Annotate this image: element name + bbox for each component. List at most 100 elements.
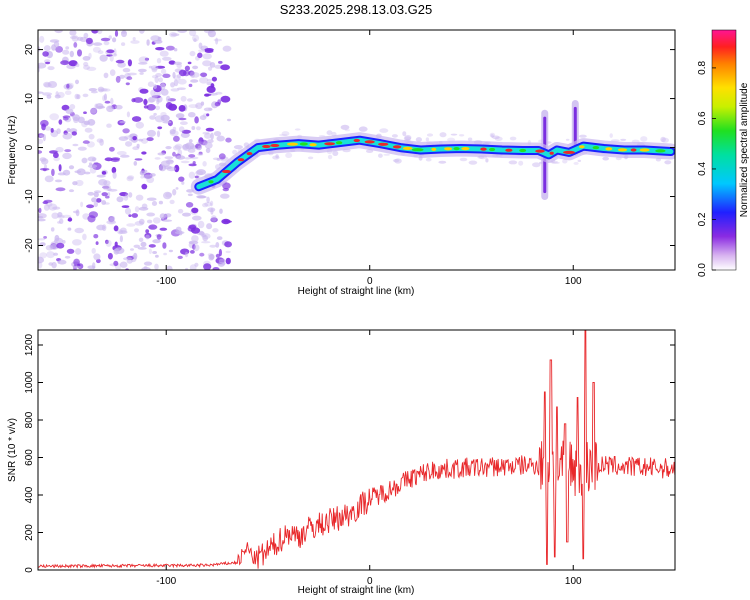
noise-speckle <box>71 35 79 42</box>
noise-speckle <box>133 97 144 103</box>
noise-speckle <box>178 117 187 121</box>
noise-speckle <box>143 98 148 106</box>
noise-speckle <box>103 72 109 79</box>
noise-speckle <box>200 101 205 106</box>
noise-speckle <box>207 253 214 257</box>
noise-speckle <box>88 88 98 92</box>
noise-speckle <box>180 132 190 139</box>
ridge-halo-speckle <box>358 126 368 132</box>
ridge-hotspot <box>270 143 280 148</box>
noise-speckle <box>122 68 131 73</box>
ridge-halo-speckle <box>426 133 434 137</box>
noise-speckle <box>134 228 139 233</box>
ridge-hotspot <box>411 148 424 152</box>
noise-speckle <box>209 62 216 68</box>
noise-speckle <box>188 83 193 88</box>
noise-speckle <box>154 115 165 123</box>
noise-speckle <box>55 46 63 53</box>
colorbar-tick-label: 0.0 <box>697 263 708 277</box>
noise-speckle <box>44 175 54 183</box>
ridge-hotspot <box>519 148 527 153</box>
snr-content <box>38 330 675 569</box>
noise-speckle <box>57 259 67 265</box>
noise-speckle <box>54 234 60 242</box>
noise-speckle <box>207 207 216 212</box>
noise-speckle <box>150 65 159 71</box>
noise-speckle <box>95 198 102 203</box>
ridge-halo-speckle <box>327 154 333 160</box>
noise-speckle <box>188 224 197 229</box>
ridge-halo-speckle <box>439 132 447 138</box>
noise-speckle <box>97 50 104 55</box>
noise-speckle <box>101 88 111 92</box>
noise-speckle <box>58 119 63 125</box>
noise-speckle <box>208 66 213 71</box>
noise-speckle <box>192 215 202 221</box>
noise-speckle <box>74 227 84 234</box>
spectrogram-xlabel: Height of straight line (km) <box>298 286 415 297</box>
ridge-hotspot <box>461 147 470 151</box>
noise-speckle <box>202 60 212 67</box>
noise-speckle <box>69 104 76 110</box>
noise-speckle <box>42 201 49 205</box>
ridge-halo-speckle <box>450 133 458 136</box>
noise-speckle <box>38 138 44 144</box>
noise-speckle <box>210 217 218 223</box>
noise-speckle <box>182 212 191 217</box>
noise-speckle <box>220 95 231 103</box>
noise-speckle <box>205 147 211 154</box>
noise-speckle <box>164 156 174 160</box>
y-tick-label: 1200 <box>24 333 35 356</box>
noise-speckle <box>165 146 172 150</box>
noise-speckle <box>100 37 111 42</box>
noise-speckle <box>165 213 172 218</box>
noise-speckle <box>156 57 162 64</box>
noise-speckle <box>105 195 110 199</box>
noise-speckle <box>202 202 209 208</box>
noise-speckle <box>189 50 196 57</box>
noise-speckle <box>155 105 161 111</box>
noise-speckle <box>151 75 159 79</box>
noise-speckle <box>83 111 87 114</box>
noise-speckle <box>55 91 59 97</box>
noise-speckle <box>174 143 183 150</box>
noise-speckle <box>38 91 44 94</box>
noise-speckle <box>81 157 88 164</box>
noise-speckle <box>210 83 215 89</box>
ridge-halo-speckle <box>518 160 524 166</box>
noise-speckle <box>165 102 173 109</box>
noise-speckle <box>121 30 127 38</box>
ridge-halo-speckle <box>294 128 301 131</box>
noise-speckle <box>82 56 91 61</box>
spectrogram-content <box>38 30 675 270</box>
noise-speckle <box>62 152 72 160</box>
noise-speckle <box>188 112 196 118</box>
noise-speckle <box>222 182 231 190</box>
ridge-halo-speckle <box>459 157 468 162</box>
noise-speckle <box>49 113 59 121</box>
noise-speckle <box>188 240 199 245</box>
colorbar: 0.0 0.2 0.4 0.6 0.8 Normalized spectral ampl… <box>697 29 750 277</box>
noise-speckle <box>126 176 134 182</box>
noise-speckle <box>172 151 176 157</box>
noise-speckle <box>168 60 176 65</box>
snr-frame <box>37 329 676 571</box>
noise-speckle <box>196 195 206 199</box>
noise-speckle <box>178 176 185 182</box>
noise-speckle <box>124 207 132 215</box>
noise-speckle <box>38 150 43 154</box>
noise-speckle <box>214 101 221 107</box>
noise-speckle <box>72 181 78 186</box>
noise-speckle <box>199 115 207 121</box>
noise-speckle <box>65 46 70 50</box>
noise-speckle <box>200 72 208 78</box>
noise-speckle <box>181 181 185 185</box>
noise-speckle <box>104 157 113 162</box>
noise-speckle <box>135 194 144 201</box>
ridge-hotspot <box>655 149 666 153</box>
noise-speckle <box>113 225 119 232</box>
noise-speckle <box>209 244 217 248</box>
noise-speckle <box>109 69 116 76</box>
ridge-halo-speckle <box>425 157 432 162</box>
